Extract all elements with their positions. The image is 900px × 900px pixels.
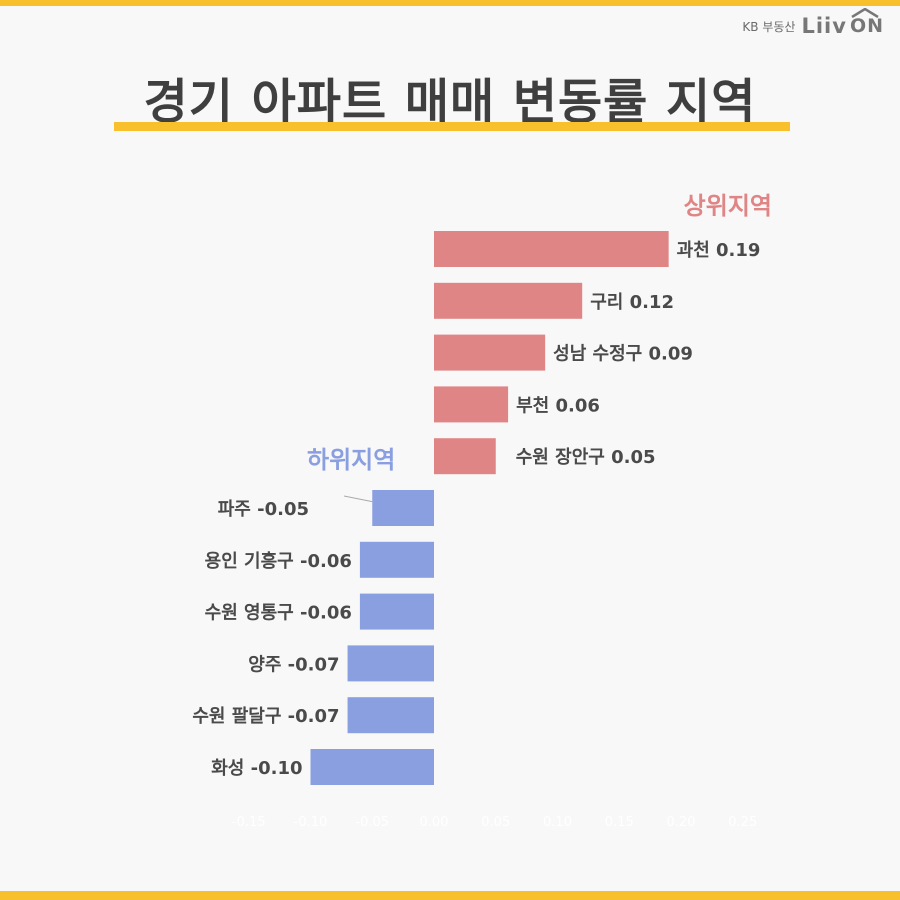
value-label-9: 양주 -0.07 [248, 654, 339, 675]
x-tick-4: 0.00 [420, 815, 449, 830]
leader-line [343, 495, 375, 503]
on-logo-text: ON [849, 8, 884, 37]
x-tick-1: -0.15 [232, 815, 266, 830]
brand-logo: KB 부동산 Liiv ON [742, 8, 884, 38]
liiv-on-logo: Liiv ON [801, 8, 884, 38]
value-label-11: 화성 -0.10 [211, 758, 302, 779]
value-label-3: 성남 수정구 0.09 [553, 344, 693, 365]
value-label-4: 부천 0.06 [516, 395, 600, 416]
x-tick-3: -0.05 [355, 815, 389, 830]
bar-9 [347, 645, 434, 682]
bar-10 [347, 697, 434, 734]
bar-11 [310, 749, 434, 785]
bar-7 [359, 541, 434, 578]
value-label-8: 수원 영통구 -0.06 [205, 603, 352, 624]
top-accent-strip [0, 0, 900, 6]
x-tick-9: 0.25 [728, 815, 757, 830]
value-label-7: 용인 기흥구 -0.06 [205, 550, 352, 572]
on-logo-label: ON [849, 15, 884, 37]
top-group-label: 상위지역 [683, 192, 772, 220]
value-label-10: 수원 팔달구 -0.07 [192, 706, 339, 727]
value-label-6: 파주 -0.05 [218, 499, 309, 520]
bottom-group-label: 하위지역 [307, 446, 396, 474]
x-tick-6: 0.10 [543, 815, 572, 830]
x-tick-7: 0.15 [605, 815, 634, 830]
bar-3 [434, 334, 546, 371]
bar-4 [434, 386, 509, 423]
value-label-5: 수원 장안구 0.05 [516, 447, 656, 468]
value-label-1: 과천 0.19 [677, 240, 761, 261]
x-tick-5: 0.05 [481, 815, 510, 830]
brand-kb-text: KB 부동산 [742, 19, 796, 34]
bottom-accent-strip [0, 891, 900, 900]
house-roof-icon [851, 8, 879, 18]
title-underline [114, 122, 790, 131]
bar-1 [434, 231, 669, 267]
x-tick-2: -0.10 [294, 815, 328, 830]
bar-5 [434, 438, 496, 475]
value-label-2: 구리 0.12 [590, 292, 674, 313]
bar-8 [359, 593, 434, 630]
liiv-logo-text: Liiv [801, 14, 847, 38]
x-tick-8: 0.20 [667, 815, 696, 830]
bar-2 [434, 282, 583, 319]
page-title: 경기 아파트 매매 변동률 지역 [143, 74, 757, 130]
bar-6 [372, 490, 434, 526]
